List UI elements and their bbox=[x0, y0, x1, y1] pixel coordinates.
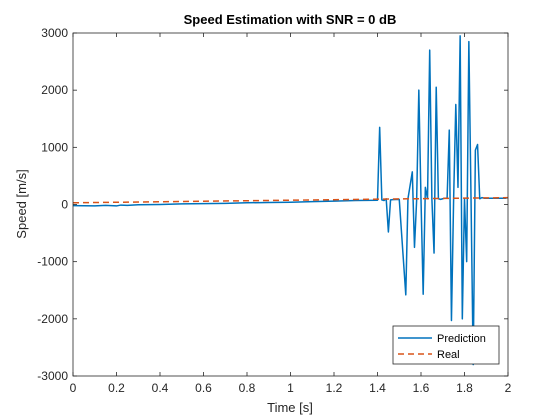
x-tick-label: 1.8 bbox=[456, 381, 473, 395]
legend-label-real: Real bbox=[437, 349, 460, 361]
x-tick-label: 0 bbox=[70, 381, 77, 395]
series-line-prediction bbox=[72, 35, 509, 366]
legend-box bbox=[392, 325, 500, 365]
x-tick-label: 0.8 bbox=[239, 381, 256, 395]
y-tick-label: 1000 bbox=[41, 140, 68, 154]
y-tick-label: 2000 bbox=[41, 83, 68, 97]
x-tick-label: 1.6 bbox=[413, 381, 430, 395]
y-axis-label: Speed [m/s] bbox=[14, 169, 29, 238]
series-layer bbox=[72, 35, 509, 366]
series-line-real bbox=[72, 196, 509, 204]
y-tick-label: 0 bbox=[61, 198, 68, 212]
x-axis-label: Time [s] bbox=[267, 400, 313, 415]
y-tick-label: -1000 bbox=[37, 255, 68, 269]
x-tick-label: 0.6 bbox=[195, 381, 212, 395]
chart-title: Speed Estimation with SNR = 0 dB bbox=[184, 12, 397, 27]
legend-label-prediction: Prediction bbox=[437, 333, 486, 345]
x-tick-label: 0.4 bbox=[152, 381, 169, 395]
legend: Prediction Real bbox=[392, 325, 500, 365]
x-tick-label: 2 bbox=[505, 381, 512, 395]
y-tick-label: -3000 bbox=[37, 369, 68, 383]
axes-layer: 0 0.2 0.4 0.6 0.8 1 1.2 1.4 1.6 1.8 2 -3000 -2000 -10… bbox=[37, 26, 511, 395]
x-tick-label: 1.4 bbox=[369, 381, 386, 395]
x-tick-label: 1 bbox=[287, 381, 294, 395]
y-tick-label: -2000 bbox=[37, 312, 68, 326]
x-tick-label: 1.2 bbox=[326, 381, 343, 395]
x-tick-label: 0.2 bbox=[108, 381, 125, 395]
y-tick-label: 3000 bbox=[41, 26, 68, 40]
